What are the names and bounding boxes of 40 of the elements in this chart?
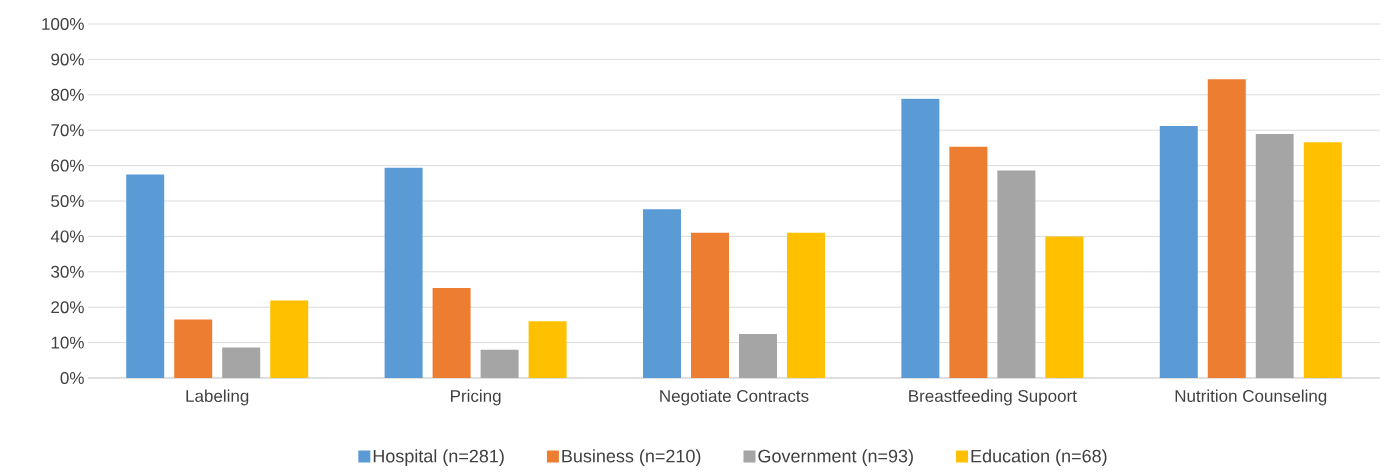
bar [384,167,423,378]
bar [690,232,729,378]
legend-label: Business (n=210) [562,449,701,467]
y-tick-label: 70% [51,124,84,137]
x-tick-label: Labeling [186,389,249,406]
x-tick-label: Pricing [451,389,501,406]
bar [786,232,825,378]
bar [901,98,940,378]
y-tick-label: 0% [60,371,84,385]
y-tick-label: 10% [51,336,84,349]
x-tick-label: Breastfeeding Supoort [909,389,1077,406]
bar [480,349,519,378]
bar [222,347,261,378]
legend-label: Government (n=93) [758,449,913,467]
y-tick-label: 20% [51,301,84,314]
legend-label: Education (n=68) [971,449,1107,467]
y-tick-label: 90% [51,53,84,66]
y-tick-label: 50% [51,194,84,208]
bar [997,170,1036,378]
bar [1303,142,1342,378]
y-tick-label: 30% [51,265,84,278]
bar [270,300,309,378]
bar [738,334,777,378]
y-tick-label: 60% [51,159,84,172]
bar [1255,134,1294,378]
bar [432,288,471,378]
bar [528,321,567,378]
x-tick-label: Negotiate Contracts [660,389,809,406]
bar [642,209,681,378]
bar [1207,79,1246,378]
bar [1045,236,1084,378]
y-tick-label: 100% [42,17,84,31]
y-tick-label: 80% [51,88,84,101]
bar [1159,125,1198,378]
bar [949,146,988,378]
bar [126,174,165,378]
x-tick-label: Nutrition Counseling [1175,389,1327,406]
legend-label: Hospital (n=281) [373,449,504,467]
bar [174,319,213,378]
y-tick-label: 40% [50,230,84,243]
